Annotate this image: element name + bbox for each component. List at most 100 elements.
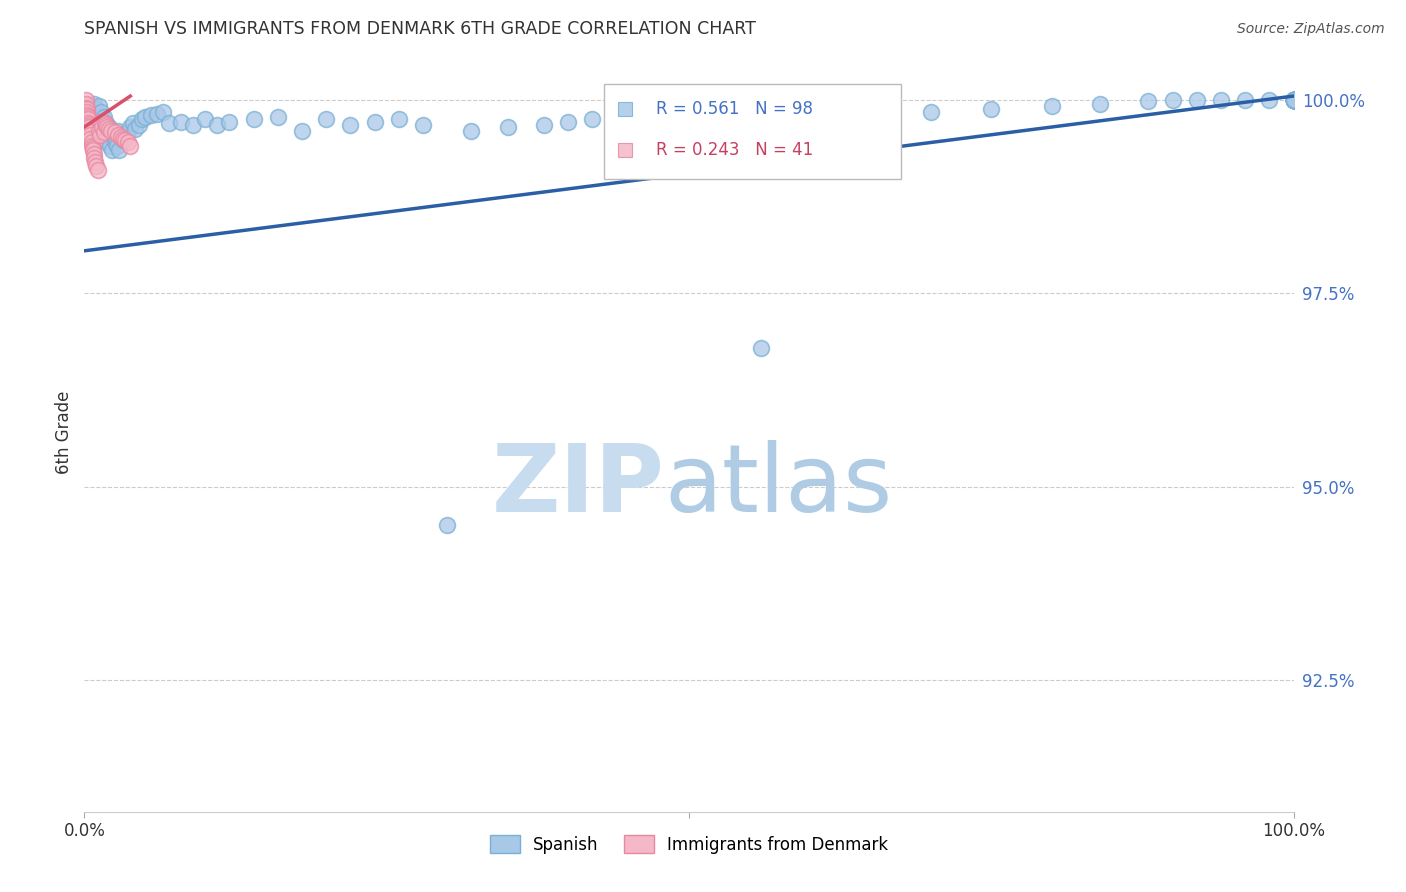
- Point: [96, 120, 118, 134]
- Text: Source: ZipAtlas.com: Source: ZipAtlas.com: [1237, 22, 1385, 37]
- Point: [218, 114, 240, 128]
- Point: [1282, 93, 1305, 107]
- Point: [1282, 93, 1305, 107]
- Point: [1088, 96, 1111, 111]
- Point: [152, 104, 174, 119]
- Point: [157, 116, 180, 130]
- Point: [654, 108, 676, 122]
- Point: [139, 108, 162, 122]
- Point: [581, 112, 603, 127]
- Point: [1234, 93, 1257, 107]
- Point: [86, 112, 108, 127]
- Point: [82, 143, 104, 157]
- Point: [100, 124, 122, 138]
- Text: R = 0.243   N = 41: R = 0.243 N = 41: [657, 141, 814, 159]
- Point: [1282, 93, 1305, 107]
- Point: [678, 112, 700, 127]
- Point: [75, 93, 97, 107]
- Point: [90, 104, 112, 119]
- Point: [859, 108, 882, 122]
- Point: [79, 125, 101, 139]
- Point: [1185, 93, 1208, 107]
- Point: [94, 128, 117, 142]
- Point: [84, 154, 107, 169]
- Point: [120, 120, 142, 134]
- Point: [114, 133, 136, 147]
- Point: [96, 136, 118, 150]
- Point: [107, 128, 129, 142]
- Point: [89, 128, 111, 142]
- Point: [315, 112, 337, 127]
- Point: [242, 112, 264, 127]
- Point: [1282, 93, 1305, 107]
- Point: [89, 116, 111, 130]
- Point: [1282, 93, 1305, 107]
- Point: [83, 96, 105, 111]
- Point: [1282, 93, 1305, 107]
- Point: [94, 118, 117, 132]
- Point: [117, 125, 139, 139]
- Point: [1282, 93, 1305, 107]
- Point: [207, 118, 229, 132]
- Point: [86, 162, 108, 177]
- Point: [131, 112, 153, 127]
- Point: [77, 110, 100, 124]
- Point: [775, 112, 797, 127]
- Point: [87, 124, 110, 138]
- Point: [91, 124, 114, 138]
- Point: [920, 104, 942, 119]
- Point: [90, 114, 112, 128]
- Point: [557, 114, 579, 128]
- Point: [97, 122, 120, 136]
- Point: [1282, 93, 1305, 107]
- Point: [1040, 99, 1063, 113]
- Point: [1282, 93, 1305, 107]
- Point: [108, 143, 131, 157]
- Point: [134, 110, 156, 124]
- Point: [101, 143, 124, 157]
- Point: [112, 131, 135, 145]
- Point: [103, 128, 125, 142]
- Legend: Spanish, Immigrants from Denmark: Spanish, Immigrants from Denmark: [484, 829, 894, 860]
- Point: [267, 110, 290, 124]
- Point: [82, 104, 104, 119]
- Point: [77, 116, 100, 130]
- Point: [751, 341, 773, 355]
- Point: [339, 118, 361, 132]
- Point: [194, 112, 217, 127]
- Text: ZIP: ZIP: [492, 440, 665, 532]
- Point: [97, 120, 120, 134]
- Point: [1282, 93, 1305, 107]
- Point: [121, 116, 143, 130]
- Point: [124, 122, 146, 136]
- Point: [76, 104, 98, 119]
- Point: [363, 114, 385, 128]
- Point: [533, 118, 555, 132]
- Point: [93, 125, 115, 139]
- Point: [98, 139, 121, 153]
- Point: [104, 131, 127, 145]
- Point: [1282, 93, 1305, 107]
- Point: [77, 112, 100, 127]
- Point: [83, 151, 105, 165]
- Point: [104, 136, 127, 150]
- Point: [93, 110, 115, 124]
- Point: [291, 124, 314, 138]
- Point: [146, 107, 169, 121]
- Point: [1282, 93, 1305, 107]
- Point: [436, 518, 458, 533]
- Point: [80, 136, 103, 150]
- Point: [94, 116, 117, 130]
- Text: SPANISH VS IMMIGRANTS FROM DENMARK 6TH GRADE CORRELATION CHART: SPANISH VS IMMIGRANTS FROM DENMARK 6TH G…: [84, 21, 756, 38]
- Text: R = 0.561   N = 98: R = 0.561 N = 98: [657, 100, 813, 118]
- Point: [1282, 93, 1305, 107]
- Point: [1282, 93, 1305, 107]
- Point: [94, 116, 117, 130]
- Point: [1161, 93, 1184, 107]
- Point: [120, 139, 142, 153]
- Point: [1282, 93, 1305, 107]
- Point: [170, 114, 193, 128]
- Point: [77, 124, 100, 138]
- Point: [100, 124, 122, 138]
- Point: [79, 128, 101, 142]
